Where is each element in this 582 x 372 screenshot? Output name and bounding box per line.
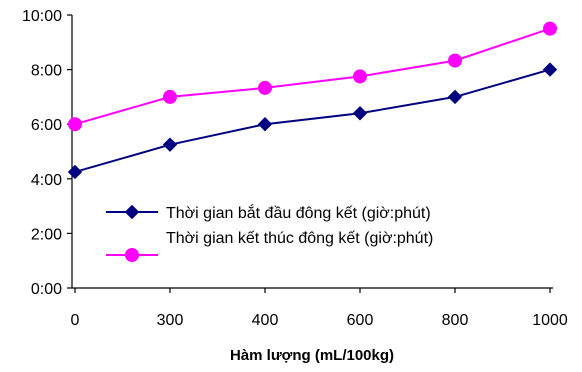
x-tick-label: 1000 xyxy=(532,312,568,329)
legend-swatch-marker xyxy=(125,248,139,262)
series-line xyxy=(74,27,551,126)
legend-label: Thời gian bắt đầu đông kết (giờ:phút) xyxy=(166,203,431,222)
data-point-diamond xyxy=(542,62,558,77)
legend: Thời gian bắt đầu đông kết (giờ:phút) Thờ… xyxy=(106,203,433,262)
data-point-circle xyxy=(163,89,177,104)
legend-item: Thời gian kết thúc đông kết (giờ:phút) xyxy=(106,230,433,262)
data-point-diamond xyxy=(67,164,83,180)
legend-item: Thời gian bắt đầu đông kết (giờ:phút) xyxy=(106,203,431,222)
series-layer xyxy=(67,21,558,180)
y-tick-label: 8:00 xyxy=(31,63,62,80)
data-point-diamond xyxy=(352,106,368,121)
legend-swatch-marker xyxy=(124,204,140,220)
series-1 xyxy=(67,62,558,180)
x-tick-label: 800 xyxy=(442,312,469,329)
data-point-circle xyxy=(353,69,367,84)
data-point-circle xyxy=(258,80,272,95)
series-2 xyxy=(68,21,557,132)
y-tick-label: 0:00 xyxy=(31,281,62,298)
legend-label: Thời gian kết thúc đông kết (giờ:phút) xyxy=(166,230,433,247)
data-point-circle xyxy=(448,53,462,68)
y-tick-labels: 0:00 2:00 4:00 6:00 8:00 10:00 xyxy=(22,8,72,298)
x-axis-label: Hàm lượng (mL/100kg) xyxy=(230,347,394,364)
data-point-circle xyxy=(543,21,557,36)
chart-axes xyxy=(71,15,553,289)
series-line xyxy=(74,68,551,173)
data-point-circle xyxy=(68,117,82,132)
x-tick-label: 600 xyxy=(347,312,374,329)
data-point-diamond xyxy=(257,116,273,132)
y-tick-label: 6:00 xyxy=(31,117,62,134)
x-tick-label: 300 xyxy=(157,312,184,329)
data-point-diamond xyxy=(162,137,178,152)
x-tick-label: 0 xyxy=(71,312,80,329)
y-tick-label: 4:00 xyxy=(31,172,62,189)
data-point-diamond xyxy=(447,89,463,105)
x-tick-label: 400 xyxy=(252,312,279,329)
y-tick-label: 2:00 xyxy=(31,226,62,243)
y-tick-label: 10:00 xyxy=(22,8,62,25)
x-tick-labels: 0 300 400 600 800 1000 xyxy=(71,288,568,329)
